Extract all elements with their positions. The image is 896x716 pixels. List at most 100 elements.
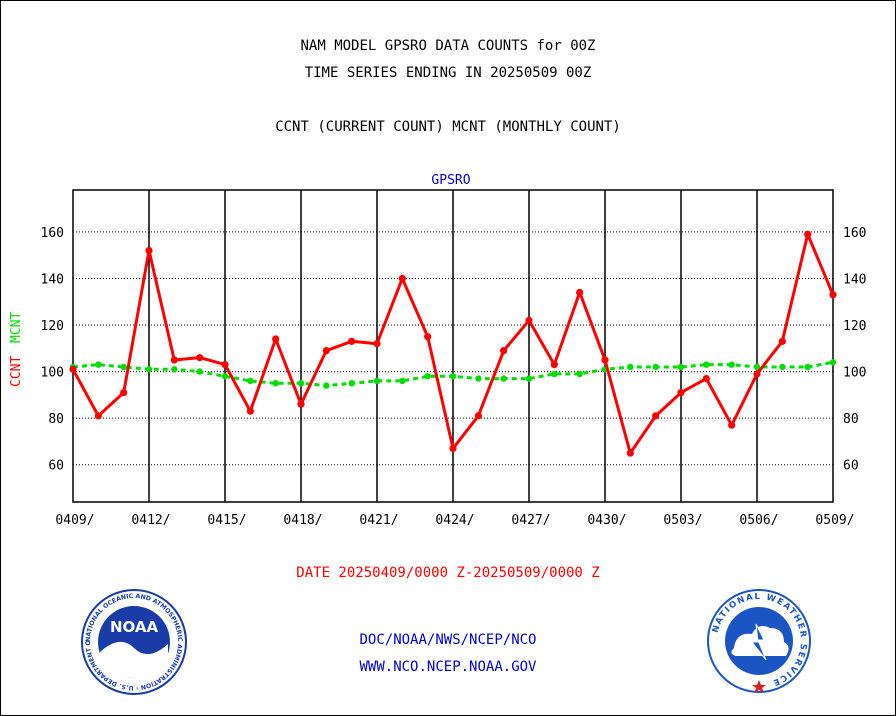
data-point-mcnt (804, 363, 811, 371)
y-axis-label-ccnt: CCNT (9, 356, 24, 387)
data-point-mcnt (145, 366, 153, 373)
data-point-ccnt (170, 356, 178, 364)
x-tick-label: 0424/ (435, 513, 474, 528)
data-point-ccnt (728, 421, 736, 429)
data-point-mcnt (449, 373, 457, 380)
data-point-ccnt (601, 356, 609, 364)
data-point-ccnt (753, 370, 761, 378)
x-tick-label: 0418/ (283, 513, 322, 528)
data-point-ccnt (94, 412, 102, 420)
y-tick-label-right: 140 (843, 272, 866, 287)
panel-title: GPSRO (431, 173, 470, 188)
data-point-ccnt (196, 354, 204, 362)
y-tick-labels-left: 60 80 100 120 140 160 (41, 226, 64, 474)
data-point-ccnt (525, 316, 533, 324)
y-tick-label-right: 80 (843, 412, 859, 427)
data-point-ccnt (576, 288, 584, 297)
data-point-ccnt (677, 388, 685, 397)
data-point-ccnt (804, 230, 812, 238)
x-tick-label: 0430/ (587, 513, 626, 528)
x-tick-label: 0412/ (131, 513, 170, 528)
y-tick-label-right: 100 (843, 366, 866, 381)
data-point-ccnt (474, 412, 482, 420)
x-tick-label: 0415/ (207, 513, 246, 528)
data-point-mcnt (475, 375, 482, 382)
noaa-logo-icon: NATIONAL OCEANIC AND ATMOSPHERIC ADMINIS… (80, 588, 187, 695)
data-point-ccnt (221, 361, 229, 369)
data-point-mcnt (677, 363, 685, 371)
data-point-ccnt (297, 400, 305, 408)
data-point-ccnt (69, 365, 77, 373)
data-point-mcnt (221, 373, 229, 380)
data-point-mcnt (171, 366, 178, 373)
noaa-logo-text: NOAA (110, 618, 159, 636)
y-tick-label-right: 160 (843, 226, 866, 241)
data-point-mcnt (500, 375, 507, 382)
data-point-mcnt (95, 361, 102, 368)
y-tick-label-left: 100 (41, 366, 64, 381)
data-point-mcnt (399, 377, 406, 385)
data-point-mcnt (576, 370, 583, 378)
website-label: WWW.NCO.NCEP.NOAA.GOV (359, 659, 537, 675)
data-point-mcnt (779, 363, 786, 371)
data-point-mcnt (703, 361, 710, 368)
y-tick-label-right: 60 (843, 459, 859, 474)
data-point-ccnt (652, 412, 660, 420)
x-tick-label: 0506/ (739, 513, 778, 528)
data-point-ccnt (500, 347, 508, 355)
data-point-ccnt (348, 337, 356, 345)
data-point-ccnt (246, 407, 254, 415)
data-point-ccnt (373, 340, 381, 348)
y-axis-label-mcnt: MCNT (9, 312, 24, 343)
data-point-mcnt (551, 370, 558, 378)
data-point-ccnt (778, 337, 786, 345)
data-point-mcnt (373, 377, 381, 385)
plot-area-border (72, 189, 834, 503)
y-tick-labels-right: 60 80 100 120 140 160 (843, 226, 866, 474)
x-tick-label: 0509/ (815, 513, 854, 528)
nws-logo-icon: NATIONAL WEATHER SERVICE (707, 589, 811, 693)
series-layer (69, 230, 837, 457)
data-point-ccnt (550, 361, 558, 369)
data-point-mcnt (348, 380, 355, 387)
data-point-mcnt (120, 363, 127, 371)
data-point-ccnt (702, 374, 710, 383)
data-point-mcnt (652, 363, 659, 371)
x-tick-labels: 0409/0412/0415/0418/0421/0424/0427/0430/… (55, 513, 854, 528)
y-tick-label-right: 120 (843, 319, 866, 334)
x-tick-label: 0503/ (663, 513, 702, 528)
data-point-mcnt (272, 380, 279, 387)
data-point-mcnt (323, 382, 330, 389)
series-legend-line: CCNT (CURRENT COUNT) MCNT (MONTHLY COUNT… (275, 119, 621, 135)
data-point-ccnt (145, 246, 153, 255)
data-point-ccnt (272, 335, 280, 343)
y-tick-label-left: 160 (41, 226, 64, 241)
grid-layer (73, 190, 833, 502)
data-point-mcnt (728, 361, 735, 368)
org-path-label: DOC/NOAA/NWS/NCEP/NCO (359, 632, 537, 648)
chart-title-line2: TIME SERIES ENDING IN 20250509 00Z (304, 65, 592, 81)
data-point-ccnt (424, 333, 432, 341)
data-point-ccnt (449, 444, 457, 453)
data-point-ccnt (398, 274, 406, 283)
y-tick-label-left: 80 (48, 412, 64, 427)
data-point-mcnt (525, 375, 533, 382)
data-point-mcnt (297, 380, 305, 387)
data-point-mcnt (627, 363, 634, 371)
y-tick-label-left: 140 (41, 272, 64, 287)
data-point-ccnt (120, 388, 128, 397)
data-point-mcnt (247, 377, 254, 385)
data-point-ccnt (626, 449, 634, 457)
x-tick-label: 0421/ (359, 513, 398, 528)
data-point-mcnt (196, 368, 203, 375)
chart-title-line1: NAM MODEL GPSRO DATA COUNTS for 00Z (300, 38, 596, 54)
data-point-mcnt (753, 363, 761, 371)
data-point-mcnt (829, 359, 837, 366)
x-tick-label: 0409/ (55, 513, 94, 528)
y-axis-label: CCNT MCNT (9, 312, 24, 387)
x-tick-label: 0427/ (511, 513, 550, 528)
data-point-ccnt (829, 291, 837, 299)
y-tick-label-left: 120 (41, 319, 64, 334)
data-point-ccnt (322, 347, 330, 355)
